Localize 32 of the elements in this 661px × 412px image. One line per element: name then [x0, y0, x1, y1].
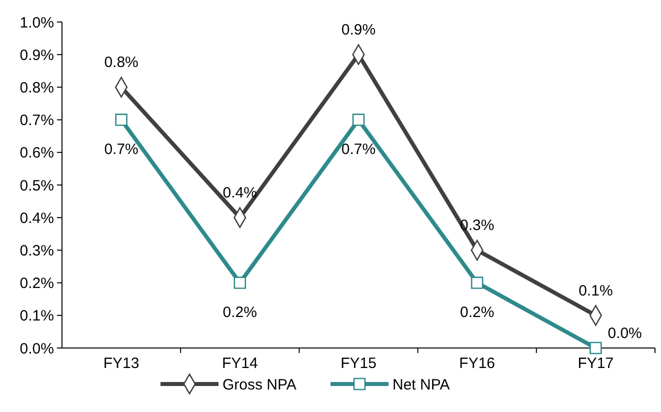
y-tick-label: 0.4% — [20, 210, 54, 227]
y-tick-label: 0.3% — [20, 242, 54, 260]
x-tick-label: FY15 — [340, 355, 376, 372]
data-label: 0.4% — [222, 184, 257, 202]
data-label: 0.7% — [341, 140, 376, 158]
data-label: 0.0% — [608, 325, 642, 342]
x-tick-label: FY16 — [459, 355, 496, 372]
point — [115, 114, 128, 126]
data-label: 0.1% — [578, 282, 613, 300]
point — [470, 276, 484, 289]
x-tick-label: FY17 — [578, 355, 614, 372]
y-tick-label: 0.5% — [20, 177, 54, 194]
x-tick-label: FY14 — [222, 355, 258, 372]
y-tick-label: 0.8% — [20, 79, 54, 96]
data-label: 0.7% — [104, 140, 138, 158]
point — [590, 342, 602, 354]
y-tick-label: 0.9% — [20, 46, 54, 64]
point — [352, 114, 365, 126]
point — [234, 276, 246, 289]
y-tick-label: 0.7% — [20, 112, 54, 130]
legend-label: Gross NPA — [222, 376, 296, 394]
y-tick-label: 1.0% — [20, 14, 54, 32]
x-tick-label: FY13 — [103, 355, 140, 372]
y-tick-label: 0.6% — [20, 144, 54, 162]
data-label: 0.2% — [222, 304, 257, 321]
y-tick-label: 0.1% — [20, 308, 54, 325]
data-label: 0.9% — [341, 22, 376, 39]
data-label: 0.2% — [460, 304, 494, 321]
data-label: 0.8% — [104, 54, 138, 72]
y-tick-label: 0.0% — [20, 340, 54, 358]
legend-label: Net NPA — [392, 376, 450, 394]
y-tick-label: 0.2% — [20, 275, 54, 292]
